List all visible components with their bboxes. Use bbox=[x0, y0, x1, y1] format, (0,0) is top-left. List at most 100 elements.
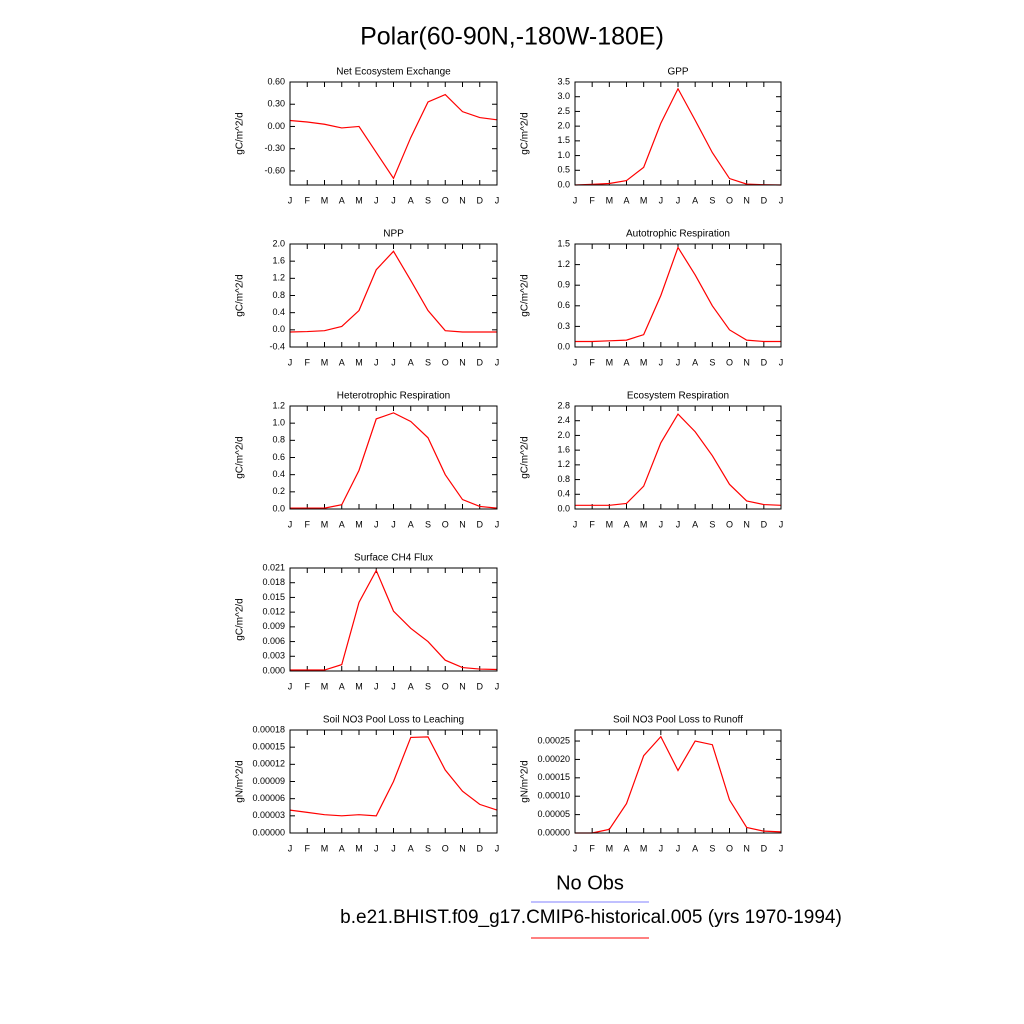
x-tick-label: D bbox=[761, 843, 768, 853]
x-tick-label: A bbox=[408, 681, 414, 691]
x-tick-label: D bbox=[477, 195, 484, 205]
x-tick-label: J bbox=[391, 843, 396, 853]
legend-label: No Obs bbox=[556, 872, 624, 894]
y-tick-label: 2.4 bbox=[557, 415, 570, 425]
x-tick-label: D bbox=[477, 357, 484, 367]
x-tick-label: M bbox=[606, 519, 614, 529]
y-tick-label: 0.4 bbox=[557, 489, 570, 499]
x-tick-label: O bbox=[442, 843, 449, 853]
x-tick-label: M bbox=[321, 681, 329, 691]
panel-title: Soil NO3 Pool Loss to Runoff bbox=[613, 715, 743, 726]
x-tick-label: J bbox=[659, 519, 664, 529]
y-axis-label: gC/m^2/d bbox=[520, 274, 531, 317]
x-tick-label: J bbox=[495, 681, 500, 691]
y-tick-label: 0.012 bbox=[262, 607, 285, 617]
panel-title: Net Ecosystem Exchange bbox=[336, 67, 451, 78]
y-tick-label: 1.2 bbox=[557, 459, 570, 469]
x-tick-label: J bbox=[495, 357, 500, 367]
x-tick-label: F bbox=[305, 681, 311, 691]
plot-frame bbox=[574, 405, 782, 510]
x-tick-label: J bbox=[676, 519, 681, 529]
x-tick-label: F bbox=[305, 843, 311, 853]
x-tick-label: A bbox=[339, 681, 345, 691]
x-tick-label: J bbox=[779, 195, 784, 205]
y-tick-label: 0.00 bbox=[267, 121, 285, 131]
data-line bbox=[575, 246, 781, 343]
y-tick-label: 0.6 bbox=[557, 300, 570, 310]
y-axis-label: gC/m^2/d bbox=[235, 436, 246, 479]
x-tick-label: M bbox=[640, 357, 648, 367]
panel: Soil NO3 Pool Loss to Leaching gN/m^2/d 0.… bbox=[235, 715, 500, 854]
x-tick-label: J bbox=[374, 357, 379, 367]
panel-title: Ecosystem Respiration bbox=[627, 391, 729, 402]
x-tick-label: M bbox=[606, 357, 614, 367]
plot-frame bbox=[574, 729, 782, 834]
x-tick-label: O bbox=[726, 357, 733, 367]
y-axis-label: gC/m^2/d bbox=[235, 112, 246, 155]
x-tick-label: J bbox=[495, 519, 500, 529]
x-tick-label: J bbox=[779, 357, 784, 367]
x-tick-label: M bbox=[355, 195, 363, 205]
x-tick-label: A bbox=[408, 843, 414, 853]
y-tick-label: 0.00012 bbox=[252, 759, 285, 769]
x-tick-label: J bbox=[288, 843, 293, 853]
panel: Ecosystem Respiration gC/m^2/d 0.0 0.4 0.8 1.… bbox=[520, 391, 784, 530]
figure-title: Polar(60-90N,-180W-180E) bbox=[360, 23, 664, 51]
data-line bbox=[575, 735, 782, 834]
y-tick-label: 0.60 bbox=[267, 76, 285, 86]
x-tick-label: O bbox=[726, 195, 733, 205]
data-line bbox=[289, 93, 498, 180]
x-tick-label: S bbox=[425, 195, 431, 205]
y-tick-label: 0.00010 bbox=[537, 791, 570, 801]
x-tick-label: J bbox=[659, 843, 664, 853]
x-tick-label: J bbox=[573, 357, 578, 367]
x-tick-label: M bbox=[355, 357, 363, 367]
x-tick-label: J bbox=[573, 843, 578, 853]
data-line bbox=[574, 87, 782, 186]
x-tick-label: F bbox=[589, 195, 595, 205]
y-tick-label: 0.0 bbox=[557, 179, 570, 189]
x-tick-label: F bbox=[305, 519, 311, 529]
x-tick-label: J bbox=[288, 195, 293, 205]
x-tick-label: A bbox=[408, 357, 414, 367]
plot-frame bbox=[289, 405, 498, 510]
plot-frame bbox=[289, 729, 498, 834]
data-line bbox=[289, 736, 498, 817]
y-tick-label: 0.4 bbox=[272, 307, 285, 317]
x-tick-label: D bbox=[477, 519, 484, 529]
y-tick-label: 0.8 bbox=[272, 290, 285, 300]
x-tick-label: F bbox=[305, 195, 311, 205]
x-tick-label: N bbox=[743, 195, 750, 205]
y-tick-label: 0.8 bbox=[272, 435, 285, 445]
y-tick-label: 0.00018 bbox=[252, 724, 285, 734]
x-tick-label: M bbox=[606, 843, 614, 853]
y-tick-label: 0.0 bbox=[557, 503, 570, 513]
x-tick-label: S bbox=[709, 519, 715, 529]
legend-label: b.e21.BHIST.f09_g17.CMIP6-historical.005… bbox=[340, 907, 842, 928]
x-tick-label: O bbox=[726, 519, 733, 529]
x-tick-label: S bbox=[425, 681, 431, 691]
y-tick-label: 3.0 bbox=[557, 91, 570, 101]
y-axis-label: gC/m^2/d bbox=[520, 436, 531, 479]
x-tick-label: N bbox=[743, 843, 750, 853]
x-tick-label: M bbox=[640, 195, 648, 205]
y-tick-label: 0.00005 bbox=[537, 809, 570, 819]
y-tick-label: 1.0 bbox=[272, 418, 285, 428]
x-tick-label: A bbox=[408, 519, 414, 529]
x-tick-label: A bbox=[692, 843, 698, 853]
y-tick-label: 0.009 bbox=[262, 621, 285, 631]
y-tick-label: 0.4 bbox=[272, 469, 285, 479]
y-tick-label: 2.5 bbox=[557, 106, 570, 116]
y-tick-label: 0.018 bbox=[262, 577, 285, 587]
x-tick-label: J bbox=[288, 357, 293, 367]
x-tick-label: J bbox=[779, 843, 784, 853]
x-tick-label: J bbox=[495, 843, 500, 853]
x-tick-label: A bbox=[339, 843, 345, 853]
panel: Surface CH4 Flux gC/m^2/d 0.000 0.003 0.006 0… bbox=[235, 553, 500, 692]
x-tick-label: A bbox=[623, 843, 629, 853]
x-tick-label: A bbox=[408, 195, 414, 205]
y-tick-label: 0.00015 bbox=[537, 772, 570, 782]
y-tick-label: -0.4 bbox=[269, 341, 285, 351]
